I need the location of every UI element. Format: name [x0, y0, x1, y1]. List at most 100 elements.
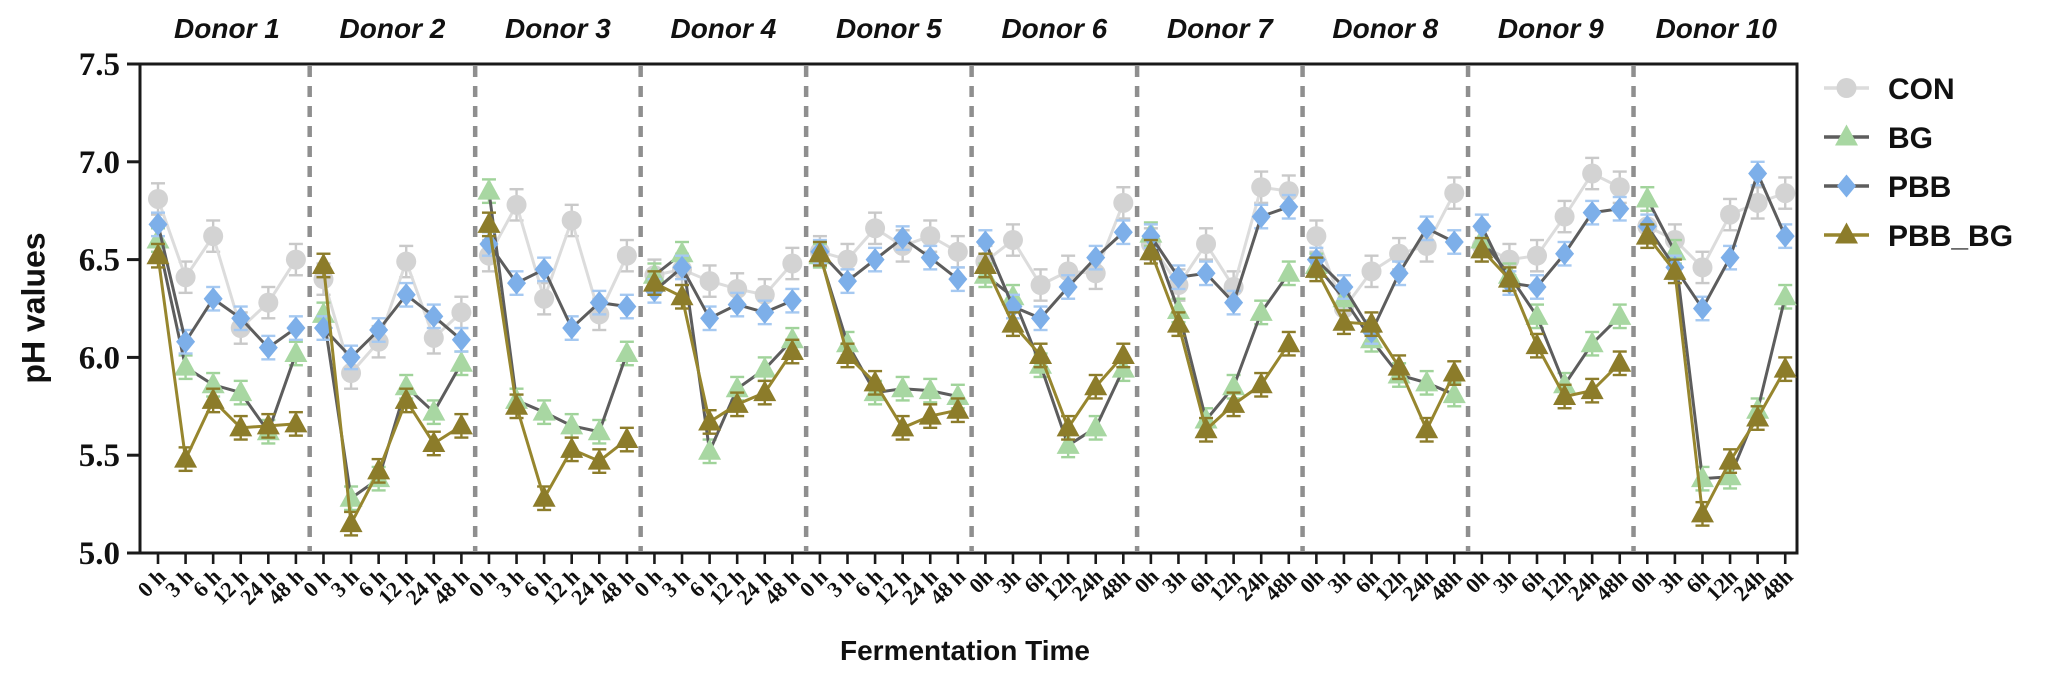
data-point-CON: [1692, 257, 1713, 278]
data-point-CON: [1196, 233, 1217, 254]
data-point-BG: [284, 340, 308, 362]
data-point-PBB: [975, 230, 995, 254]
data-point-BG: [422, 399, 446, 421]
data-point-BG: [836, 331, 859, 353]
data-point-PBB: [1141, 224, 1161, 248]
data-point-PBB_BG: [1277, 331, 1301, 353]
series-line-CON: [1481, 171, 1621, 262]
data-point-PBB_BG: [1360, 311, 1384, 333]
data-point-CON: [865, 218, 886, 239]
data-point-CON: [1582, 163, 1603, 184]
data-point-BG: [1525, 303, 1549, 325]
data-point-CON: [947, 241, 968, 262]
series-line-PBB_BG: [487, 224, 628, 503]
data-point-PBB_BG: [918, 403, 942, 425]
data-point-PBB_BG: [339, 511, 363, 533]
data-point-PBB_BG: [1222, 391, 1246, 413]
data-point-PBB: [1113, 220, 1133, 244]
data-point-PBB: [617, 295, 637, 319]
data-point-PBB: [1444, 230, 1464, 254]
donor-title: Donor 4: [670, 13, 776, 44]
data-point-BG: [1056, 432, 1080, 454]
y-tick-label: 6.0: [79, 340, 120, 376]
data-point-CON: [285, 249, 306, 270]
data-point-PBB_BG: [256, 413, 280, 435]
series-line-BG: [653, 250, 794, 457]
data-point-PBB: [1224, 291, 1244, 315]
data-point-PBB: [948, 267, 968, 291]
data-point-PBB_BG: [1166, 311, 1190, 333]
data-point-BG: [587, 419, 611, 441]
data-point-PBB: [893, 226, 913, 250]
data-point-PBB: [1775, 224, 1795, 248]
data-point-BG: [1608, 303, 1632, 325]
data-point-BG: [339, 485, 363, 507]
data-point-CON: [1609, 177, 1630, 198]
data-point-PBB: [782, 289, 802, 313]
data-point-BG: [1580, 331, 1604, 353]
data-point-PBB: [341, 345, 361, 369]
data-point-PBB_BG: [1525, 333, 1549, 355]
data-point-PBB_BG: [836, 342, 859, 364]
data-point-PBB: [1334, 275, 1354, 299]
data-point-CON: [1775, 183, 1796, 204]
data-point-PBB: [1748, 162, 1768, 186]
data-point-PBB: [507, 271, 527, 295]
y-axis-title: pH values: [15, 232, 52, 384]
data-point-PBB: [1472, 214, 1492, 238]
series-line-PBB_BG: [1480, 248, 1621, 399]
data-point-PBB: [838, 269, 857, 293]
data-point-PBB_BG: [201, 387, 225, 409]
data-point-PBB_BG: [1773, 356, 1797, 378]
data-point-PBB_BG: [780, 339, 804, 361]
data-point-PBB: [1031, 306, 1051, 330]
data-point-CON: [1747, 192, 1768, 213]
data-point-PBB_BG: [146, 243, 170, 265]
data-point-PBB: [920, 246, 940, 270]
legend-label-PBB: PBB: [1888, 171, 1951, 204]
data-point-PBB: [865, 248, 885, 272]
data-point-PBB: [231, 306, 251, 330]
series-line-PBB_BG: [1315, 268, 1456, 434]
data-point-PBB: [534, 257, 554, 281]
data-point-CON: [699, 271, 720, 292]
series-line-BG: [1149, 233, 1291, 424]
data-point-BG: [477, 178, 501, 200]
data-point-BG: [780, 327, 804, 349]
data-point-PBB: [589, 291, 609, 315]
y-tick-label: 5.5: [79, 438, 120, 474]
data-point-PBB_BG: [1718, 448, 1742, 470]
data-point-PBB_BG: [1442, 360, 1466, 382]
data-point-PBB_BG: [1746, 405, 1770, 427]
data-point-PBB: [1389, 261, 1409, 285]
x-tick-label: 48h: [1094, 564, 1136, 606]
legend-marker-BG: [1835, 124, 1858, 146]
data-point-BG: [891, 376, 915, 398]
y-tick-label: 7.0: [79, 145, 120, 181]
data-point-CON: [1389, 243, 1410, 264]
data-point-BG: [449, 350, 473, 372]
data-point-PBB: [258, 336, 278, 360]
data-point-BG: [1084, 415, 1108, 437]
data-point-PBB_BG: [808, 241, 832, 263]
data-point-BG: [394, 374, 418, 396]
data-point-PBB: [1417, 216, 1437, 240]
data-point-BG: [229, 380, 253, 402]
data-point-CON: [258, 292, 279, 313]
data-point-PBB_BG: [560, 436, 584, 458]
data-point-BG: [1773, 284, 1797, 306]
data-point-BG: [1635, 186, 1659, 208]
series-line-BG: [487, 190, 629, 434]
data-point-PBB: [562, 316, 582, 340]
data-point-BG: [1442, 382, 1466, 404]
data-point-CON: [451, 302, 472, 323]
data-point-PBB_BG: [1663, 258, 1687, 280]
data-point-PBB: [396, 283, 416, 307]
donor-title: Donor 2: [340, 13, 446, 44]
data-point-CON: [616, 245, 637, 266]
data-point-PBB_BG: [1690, 501, 1714, 523]
data-point-BG: [560, 413, 584, 435]
data-point-PBB: [1086, 246, 1106, 270]
data-point-PBB_BG: [449, 413, 473, 435]
